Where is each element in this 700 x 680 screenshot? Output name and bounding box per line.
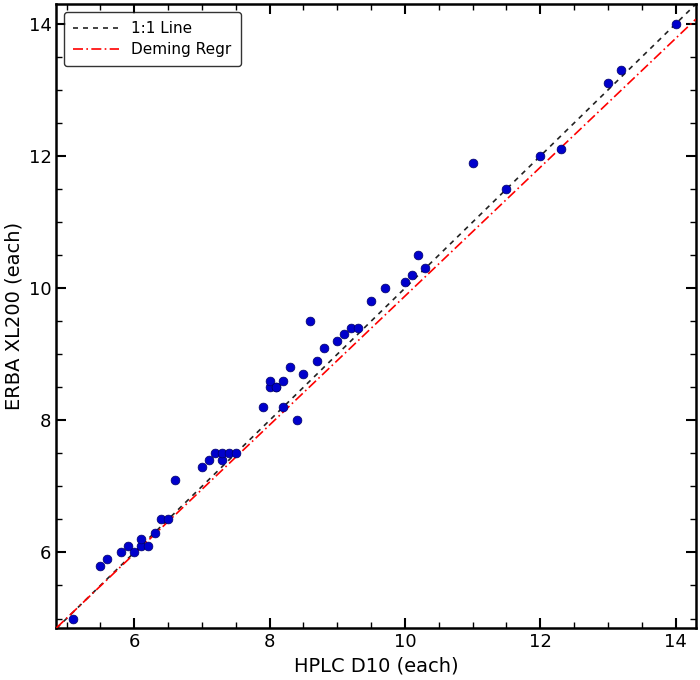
Point [203,454,214,465]
1:1 Line [692,0,700,8]
Point [216,454,228,465]
X-axis label: HPLC D10 (each): HPLC D10 (each) [294,657,458,676]
Point [135,541,146,551]
Point [264,382,275,393]
Point [271,382,282,393]
1:1 Line [52,624,61,632]
Point [223,448,235,459]
Deming Regr [576,125,584,133]
Point [115,547,126,558]
Point [142,541,153,551]
Point [102,554,113,564]
1:1 Line [398,286,407,294]
Point [338,329,349,340]
Point [332,336,343,347]
Point [210,448,221,459]
Point [264,375,275,386]
Point [419,263,430,274]
Point [135,534,146,545]
Point [230,448,241,459]
Point [500,184,512,194]
Point [277,375,288,386]
Point [616,65,627,75]
Point [155,514,167,525]
Point [602,78,613,89]
Point [379,283,390,294]
Point [312,356,323,367]
Point [122,541,133,551]
Point [149,527,160,538]
Point [284,362,295,373]
1:1 Line [356,328,364,336]
Point [365,296,377,307]
1:1 Line [360,324,368,333]
Point [399,276,410,287]
Line: 1:1 Line: 1:1 Line [57,4,696,628]
1:1 Line [676,15,685,23]
Y-axis label: ERBA XL200 (each): ERBA XL200 (each) [4,222,23,410]
Deming Regr [433,262,441,270]
Point [413,250,424,260]
1:1 Line [433,253,441,261]
1:1 Line [576,113,584,121]
Legend: 1:1 Line, Deming Regr: 1:1 Line, Deming Regr [64,12,241,66]
Point [291,415,302,426]
Deming Regr [360,331,368,339]
Point [196,461,207,472]
Point [318,342,329,353]
Point [271,382,282,393]
Point [406,269,417,280]
Point [535,151,546,162]
Line: Deming Regr: Deming Regr [57,19,696,628]
Point [345,322,356,333]
Point [298,369,309,379]
Point [162,514,174,525]
Deming Regr [692,15,700,23]
Point [277,402,288,413]
Point [169,475,181,486]
Deming Regr [676,30,685,38]
Point [216,448,228,459]
Point [304,316,316,326]
Deming Regr [356,335,364,343]
Point [670,18,681,29]
Point [68,613,79,624]
Point [352,322,363,333]
Point [129,547,140,558]
Deming Regr [52,624,61,632]
Point [94,560,106,571]
Point [257,402,268,413]
Deming Regr [398,294,407,303]
Point [555,144,566,155]
Point [467,157,478,168]
